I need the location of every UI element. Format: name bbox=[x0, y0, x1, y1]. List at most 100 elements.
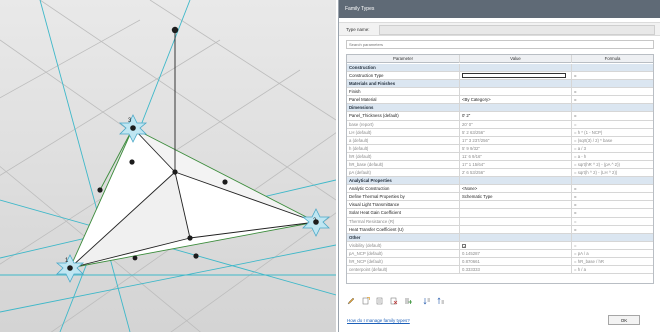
parameter-value-cell[interactable]: 11' 6 9/16" bbox=[460, 152, 572, 161]
parameter-value-cell[interactable] bbox=[460, 225, 572, 234]
parameter-row[interactable]: Finish = bbox=[347, 88, 653, 97]
parameter-formula-cell[interactable]: = bbox=[574, 97, 577, 103]
parameter-name-cell: centerpoint (default) bbox=[347, 266, 460, 275]
parameter-name-cell: hR (default) bbox=[347, 152, 460, 161]
parameter-value-cell[interactable] bbox=[460, 209, 572, 218]
type-name-dropdown[interactable] bbox=[379, 25, 655, 35]
parameter-row[interactable]: Panel_Thickness (default) 0' 2" = bbox=[347, 112, 653, 121]
parameter-name-cell: pA_NCP (default) bbox=[347, 249, 460, 258]
parameter-formula-cell[interactable]: = (sqrt(3) / 2) * base bbox=[574, 137, 613, 143]
family-model-canvas[interactable]: 3 1 2 bbox=[0, 0, 336, 332]
parameter-row[interactable]: LH (default) 5' 2 63/256" = h * (1 - NCP) bbox=[347, 128, 653, 137]
new-parameter-icon[interactable] bbox=[404, 297, 412, 305]
parameter-formula-cell[interactable]: = hR_base / hR bbox=[574, 258, 604, 264]
dialog-titlebar[interactable]: Family Types bbox=[339, 0, 660, 18]
parameter-row[interactable]: Construction Type = bbox=[347, 72, 653, 81]
parameter-row[interactable]: Analytic Construction <None> = bbox=[347, 185, 653, 194]
sort-descending-icon[interactable] bbox=[437, 297, 445, 305]
parameter-value-cell[interactable] bbox=[460, 201, 572, 210]
parameter-value-cell[interactable]: 17' 3 237/256" bbox=[460, 136, 572, 145]
parameter-group-row[interactable]: Materials and Finishes bbox=[347, 80, 653, 89]
parameter-group-row[interactable]: Other bbox=[347, 233, 653, 242]
parameter-row[interactable]: Panel Material <By Category> = bbox=[347, 96, 653, 105]
parameter-value-cell[interactable] bbox=[460, 217, 572, 226]
parameter-formula-cell[interactable]: = h / a bbox=[574, 267, 587, 272]
parameter-value-cell[interactable] bbox=[460, 88, 572, 97]
parameter-formula-cell bbox=[572, 234, 653, 242]
adaptive-point-3[interactable]: 2 bbox=[301, 208, 331, 237]
parameter-row[interactable]: base (report) 20' 0" = bbox=[347, 120, 653, 129]
parameter-group-row[interactable]: Dimensions bbox=[347, 104, 653, 113]
parameter-formula-cell[interactable]: = bbox=[574, 218, 577, 224]
parameter-formula-cell[interactable]: = a / 3 bbox=[574, 145, 587, 151]
parameter-formula-cell[interactable]: = bbox=[574, 210, 577, 216]
parameter-formula-cell[interactable]: = bbox=[574, 186, 577, 192]
sort-ascending-icon[interactable] bbox=[423, 297, 431, 305]
parameter-row[interactable]: hR_base (default) 17' 1 15/64" = sqrt(hR ^… bbox=[347, 160, 653, 170]
parameter-row[interactable]: pA_NCP (default) 0.145287 = pA / a bbox=[347, 249, 653, 258]
parameter-row[interactable]: pA (default) 2' 6 53/256" = sqrt(h ^ 2) - … bbox=[347, 169, 653, 178]
pencil-icon[interactable] bbox=[347, 297, 355, 305]
parameter-row[interactable]: centerpoint (default) 0.333333 = h / a bbox=[347, 266, 653, 275]
parameter-row[interactable]: Solar Heat Gain Coefficient = bbox=[347, 209, 653, 218]
3d-viewport[interactable]: 3 1 2 bbox=[0, 0, 336, 332]
parameter-row[interactable]: Define Thermal Properties by Schematic Ty… bbox=[347, 193, 653, 202]
parameter-row[interactable]: hR_NCP (default) 0.870661 = hR_base / hR bbox=[347, 257, 653, 266]
column-header-value[interactable]: Value bbox=[460, 55, 572, 63]
manage-family-types-help-link[interactable]: How do I manage family types? bbox=[347, 318, 410, 323]
parameter-value-cell[interactable]: ✓ bbox=[460, 241, 572, 250]
parameter-formula-cell bbox=[572, 80, 653, 88]
parameter-row[interactable]: Visual Light Transmittance = bbox=[347, 201, 653, 210]
parameter-formula-cell bbox=[572, 104, 653, 112]
parameter-formula-cell[interactable]: = sqrt(h ^ 2) - (LH ^ 2)) bbox=[574, 170, 618, 176]
parameter-row[interactable]: Thermal Resistance (R) = bbox=[347, 217, 653, 226]
parameter-value-cell[interactable]: 20' 0" bbox=[460, 120, 572, 129]
adaptive-point-2[interactable]: 1 bbox=[55, 254, 85, 283]
parameter-formula-cell[interactable]: = sqrt(hR ^ 2) - (pA ^ 2)) bbox=[574, 161, 620, 167]
adaptive-point-1[interactable]: 3 bbox=[118, 114, 148, 143]
parameter-formula-cell[interactable]: = bbox=[574, 73, 577, 79]
column-header-formula[interactable]: Formula bbox=[604, 56, 621, 61]
parameter-formula-cell[interactable]: = bbox=[574, 226, 577, 232]
parameter-value-cell[interactable]: <None> bbox=[460, 185, 572, 194]
parameter-value-cell[interactable]: 0' 2" bbox=[460, 112, 572, 121]
parameter-value-cell[interactable]: <By Category> bbox=[460, 96, 572, 105]
parameter-name-cell: Other bbox=[347, 233, 460, 242]
parameter-row[interactable]: Heat Transfer Coefficient (U) = bbox=[347, 225, 653, 234]
parameter-formula-cell[interactable]: = bbox=[574, 113, 577, 119]
visibility-checkbox[interactable]: ✓ bbox=[462, 243, 467, 249]
parameter-value-cell[interactable]: 5' 2 63/256" bbox=[460, 128, 572, 137]
parameter-value-cell[interactable]: 0.870661 bbox=[460, 257, 572, 266]
parameter-value-cell[interactable]: Schematic Type bbox=[460, 193, 572, 202]
parameter-value-cell[interactable] bbox=[460, 72, 572, 81]
parameter-name-cell: a (default) bbox=[347, 136, 460, 145]
parameter-row[interactable]: hR (default) 11' 6 9/16" = a - h bbox=[347, 152, 653, 161]
parameter-formula-cell[interactable]: = bbox=[574, 121, 577, 127]
parameter-formula-cell[interactable]: = pA / a bbox=[574, 250, 589, 256]
parameter-formula-cell[interactable]: = bbox=[574, 89, 577, 95]
ok-button[interactable]: OK bbox=[608, 315, 640, 325]
construction-type-select[interactable] bbox=[462, 73, 566, 79]
rename-type-icon[interactable] bbox=[376, 297, 384, 305]
parameter-formula-cell[interactable]: = h * (1 - NCP) bbox=[574, 129, 603, 135]
parameter-row[interactable]: h (default) 5' 9 9/32" = a / 3 bbox=[347, 144, 653, 153]
new-type-icon[interactable] bbox=[362, 297, 370, 305]
control-points[interactable] bbox=[97, 26, 228, 261]
parameter-row[interactable]: Visibility (default) ✓ = bbox=[347, 241, 653, 250]
parameter-formula-cell[interactable]: = bbox=[574, 242, 577, 248]
parameter-name-cell: Visibility (default) bbox=[347, 241, 460, 250]
search-parameters-input[interactable] bbox=[346, 40, 654, 49]
parameter-formula-cell[interactable]: = bbox=[574, 194, 577, 200]
parameter-value-cell[interactable]: 2' 6 53/256" bbox=[460, 169, 572, 178]
parameter-value-cell[interactable]: 0.145287 bbox=[460, 249, 572, 258]
parameter-value-cell[interactable]: 5' 9 9/32" bbox=[460, 144, 572, 153]
parameter-formula-cell[interactable]: = a - h bbox=[574, 153, 587, 159]
parameter-value-cell[interactable]: 0.333333 bbox=[460, 266, 572, 275]
parameter-formula-cell[interactable]: = bbox=[574, 202, 577, 208]
parameter-value-cell[interactable]: 17' 1 15/64" bbox=[460, 160, 572, 170]
parameter-group-row[interactable]: Construction bbox=[347, 64, 653, 73]
delete-type-icon[interactable] bbox=[390, 297, 398, 305]
parameter-group-row[interactable]: Analytical Properties bbox=[347, 177, 653, 186]
column-header-parameter[interactable]: Parameter bbox=[347, 55, 460, 63]
parameter-row[interactable]: a (default) 17' 3 237/256" = (sqrt(3) / 2)… bbox=[347, 136, 653, 145]
